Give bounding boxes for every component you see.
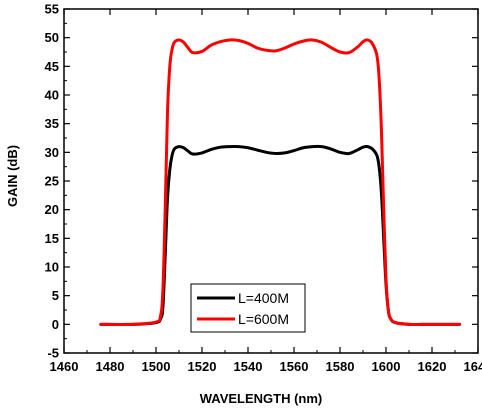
x-tick-label: 1600 bbox=[372, 359, 401, 374]
x-tick-label: 1620 bbox=[418, 359, 447, 374]
y-tick-label: 45 bbox=[45, 59, 59, 74]
x-tick-label: 1520 bbox=[188, 359, 217, 374]
x-tick-label: 1500 bbox=[142, 359, 171, 374]
y-axis-title: GAIN (dB) bbox=[5, 145, 20, 207]
y-tick-label: 40 bbox=[45, 88, 59, 103]
x-tick-label: 1460 bbox=[50, 359, 79, 374]
y-tick-label: 10 bbox=[45, 260, 59, 275]
y-tick-label: 50 bbox=[45, 30, 59, 45]
legend-label-1: L=400M bbox=[238, 290, 289, 306]
series-layer bbox=[99, 38, 462, 327]
y-axis: -5 0 5 10 15 20 25 30 35 40 45 50 55 bbox=[45, 2, 478, 361]
y-tick-label: 55 bbox=[45, 2, 59, 17]
legend: L=400M L=600M bbox=[190, 283, 306, 333]
y-tick-label: 30 bbox=[45, 145, 59, 160]
y-tick-label: 15 bbox=[45, 231, 59, 246]
y-tick-label: 5 bbox=[52, 288, 59, 303]
series-line-2 bbox=[99, 38, 462, 327]
y-tick-label: -5 bbox=[47, 346, 59, 361]
y-tick-label: 35 bbox=[45, 116, 59, 131]
x-axis: 1460 1480 1500 1520 1540 1560 1580 1600 1620 1640 bbox=[50, 9, 482, 374]
y-tick-label: 20 bbox=[45, 202, 59, 217]
x-tick-label: 1580 bbox=[326, 359, 355, 374]
x-tick-label: 1640 bbox=[464, 359, 482, 374]
x-tick-label: 1560 bbox=[280, 359, 309, 374]
legend-label-2: L=600M bbox=[238, 311, 289, 327]
y-tick-label: 0 bbox=[52, 317, 59, 332]
x-tick-label: 1540 bbox=[234, 359, 263, 374]
x-axis-title: WAVELENGTH (nm) bbox=[200, 391, 323, 406]
x-tick-label: 1480 bbox=[96, 359, 125, 374]
legend-box bbox=[190, 283, 306, 333]
y-tick-label: 25 bbox=[45, 174, 59, 189]
